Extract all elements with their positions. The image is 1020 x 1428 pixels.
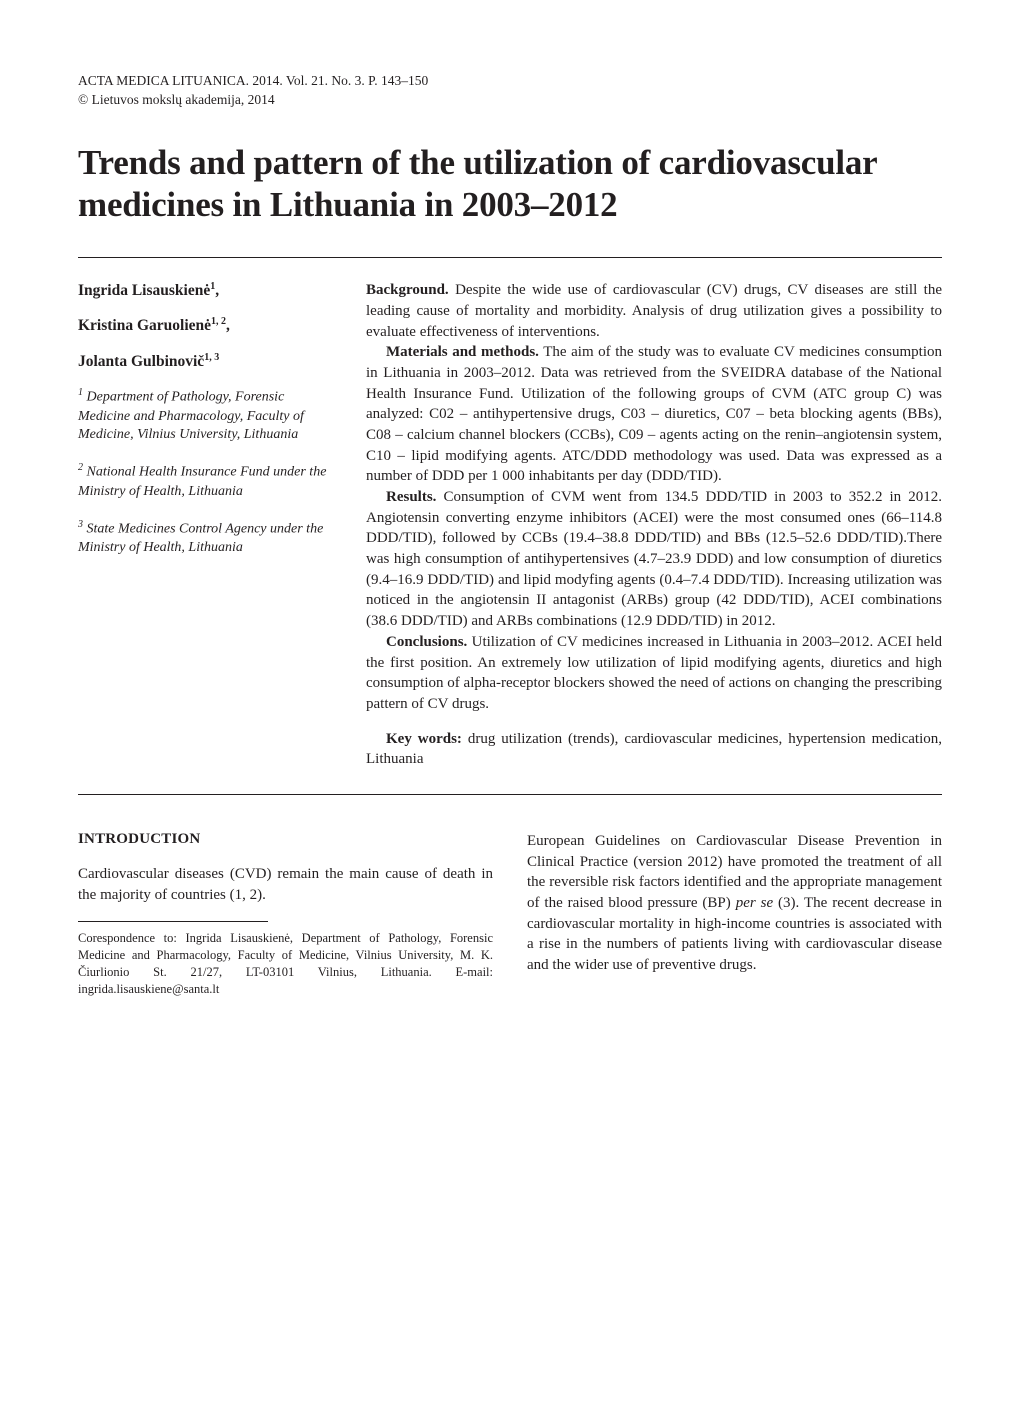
abstract-conclusions: Conclusions. Utilization of CV medicines… <box>366 632 942 715</box>
affil-sup: 2 <box>78 462 83 473</box>
authors-affiliations-column: Ingrida Lisauskienė1, Kristina Garuolien… <box>78 280 332 770</box>
article-title: Trends and pattern of the utilization of… <box>78 142 942 227</box>
keywords-label: Key words: <box>386 731 462 747</box>
results-text: Consumption of CVM went from 134.5 DDD/T… <box>366 489 942 629</box>
author-sep: , <box>215 282 219 299</box>
intro-para-right: European Guidelines on Cardiovascular Di… <box>527 831 942 976</box>
results-label: Results. <box>386 489 436 505</box>
footnote-divider <box>78 921 268 922</box>
header-columns: Ingrida Lisauskienė1, Kristina Garuolien… <box>78 280 942 770</box>
title-divider <box>78 257 942 258</box>
affil-text: State Medicines Control Agency under the… <box>78 521 323 555</box>
author-sup: 1, 3 <box>204 352 219 363</box>
materials-label: Materials and methods. <box>386 344 539 360</box>
correspondence-footnote: Corespondence to: Ingrida Lisauskienė, D… <box>78 930 493 998</box>
abstract-results: Results. Consumption of CVM went from 13… <box>366 487 942 632</box>
background-text: Despite the wide use of cardiovascular (… <box>366 282 942 339</box>
author-sup: 1, 2 <box>211 316 226 327</box>
affiliation-1: 1 Department of Pathology, Forensic Medi… <box>78 386 332 445</box>
author-3: Jolanta Gulbinovič1, 3 <box>78 351 332 372</box>
abstract-divider <box>78 794 942 795</box>
introduction-heading: INTRODUCTION <box>78 831 493 848</box>
abstract-column: Background. Despite the wide use of card… <box>366 280 942 770</box>
affil-text: Department of Pathology, Forensic Medici… <box>78 390 304 443</box>
body-right-column: European Guidelines on Cardiovascular Di… <box>527 831 942 998</box>
affiliation-2: 2 National Health Insurance Fund under t… <box>78 461 332 501</box>
author-2: Kristina Garuolienė1, 2, <box>78 315 332 336</box>
running-header: ACTA MEDICA LITUANICA. 2014. Vol. 21. No… <box>78 72 942 110</box>
abstract-materials: Materials and methods. The aim of the st… <box>366 342 942 487</box>
author-name: Jolanta Gulbinovič <box>78 353 204 370</box>
body-left-column: INTRODUCTION Cardiovascular diseases (CV… <box>78 831 493 998</box>
journal-citation: ACTA MEDICA LITUANICA. 2014. Vol. 21. No… <box>78 72 942 91</box>
affil-text: National Health Insurance Fund under the… <box>78 465 326 499</box>
abstract-keywords: Key words: drug utilization (trends), ca… <box>366 729 942 770</box>
materials-text: The aim of the study was to evaluate CV … <box>366 344 942 484</box>
author-name: Kristina Garuolienė <box>78 318 211 335</box>
conclusions-label: Conclusions. <box>386 634 467 650</box>
background-label: Background. <box>366 282 449 298</box>
affiliation-3: 3 State Medicines Control Agency under t… <box>78 518 332 558</box>
abstract-background: Background. Despite the wide use of card… <box>366 280 942 342</box>
author-1: Ingrida Lisauskienė1, <box>78 280 332 301</box>
author-name: Ingrida Lisauskienė <box>78 282 210 299</box>
author-sep: , <box>226 318 230 335</box>
intro-para-left: Cardiovascular diseases (CVD) remain the… <box>78 864 493 905</box>
copyright-line: © Lietuvos mokslų akademija, 2014 <box>78 91 942 110</box>
intro-right-perse: per se <box>736 895 773 911</box>
affil-sup: 3 <box>78 519 83 530</box>
affil-sup: 1 <box>78 387 83 398</box>
body-columns: INTRODUCTION Cardiovascular diseases (CV… <box>78 831 942 998</box>
